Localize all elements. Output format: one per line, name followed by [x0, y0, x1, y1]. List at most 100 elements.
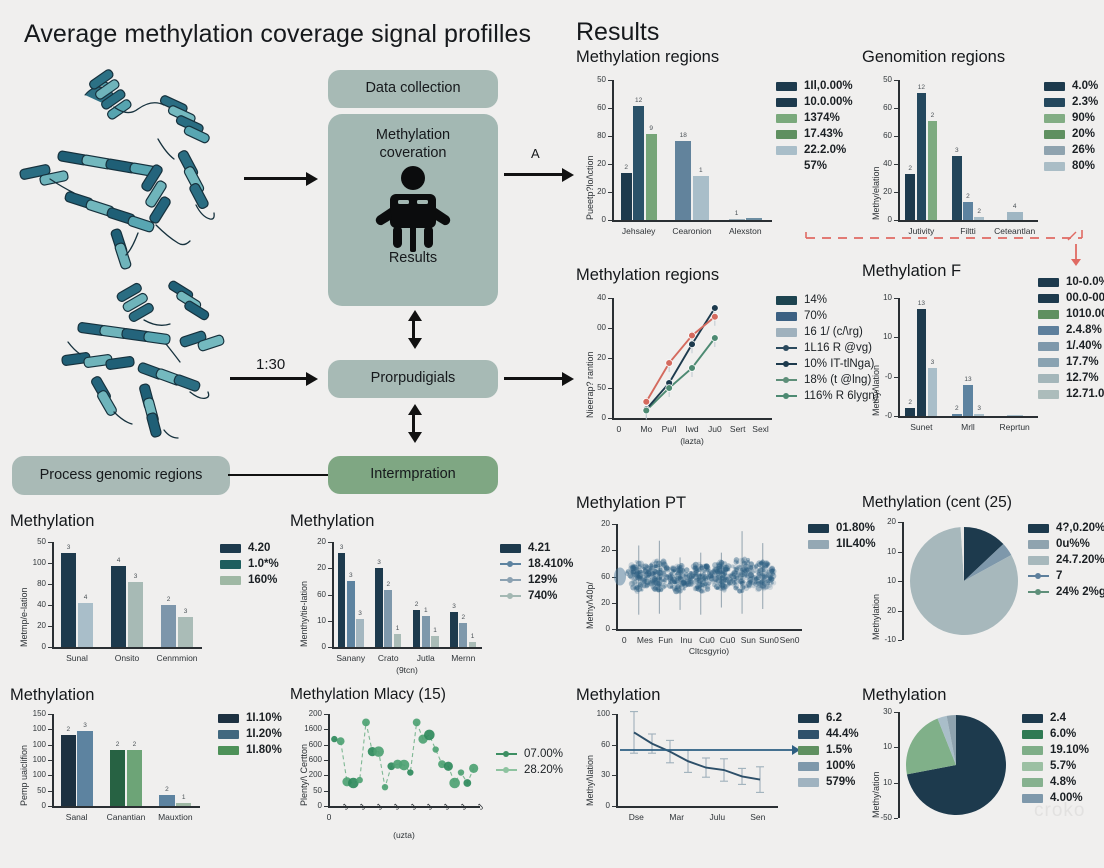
bar — [159, 794, 175, 806]
legend-item: 70% — [776, 310, 879, 322]
y-tick-label: 20 — [37, 621, 46, 630]
y-tick-mark — [612, 550, 616, 552]
legend-swatch — [218, 713, 239, 723]
legend-label: 17.43% — [804, 128, 844, 140]
page-title: Average methylation coverage signal prof… — [24, 20, 532, 48]
flow-methylation-coverage-label-2: coveration — [379, 145, 447, 162]
legend-line-wrap — [500, 558, 521, 570]
y-tick-mark — [894, 782, 898, 784]
chart-legend: 6.2 44.4% 1.5% 100% 579% — [798, 712, 859, 792]
y-tick-mark — [324, 714, 328, 715]
legend-swatch — [798, 745, 819, 755]
x-axis — [52, 647, 202, 649]
legend-item: 0u%% — [1028, 538, 1104, 550]
legend-label: 57% — [804, 160, 828, 172]
flow-data-collection[interactable]: Data collection — [328, 70, 498, 108]
x-axis-label: (9tcn) — [396, 665, 418, 675]
y-tick-label: 20 — [601, 545, 610, 555]
x-tick-label: Sunal — [66, 653, 88, 663]
y-tick-mark — [894, 416, 898, 417]
y-tick-label: -10 — [884, 635, 896, 644]
legend-swatch — [1022, 729, 1043, 739]
arrow-protein2-to-flow — [230, 377, 308, 380]
chart-methylation-decline: Methylation 100 60 30 0 Methy/\lation Dse Mar J… — [576, 686, 859, 832]
bar-value-label: 2 — [414, 600, 419, 608]
legend-label: 1374% — [804, 112, 840, 124]
flow-intermpration[interactable]: Intermpration — [328, 456, 498, 494]
bar — [1006, 212, 1023, 220]
chart-title: Methylation regions — [576, 48, 720, 66]
x-tick-label: Sunet — [910, 422, 933, 432]
y-tick-label: 60 — [883, 131, 892, 140]
y-tick-mark — [608, 80, 612, 81]
legend-item: 1010.00% — [1038, 308, 1104, 320]
legend-spacer — [776, 162, 797, 171]
y-tick-label: 600 — [308, 739, 322, 749]
y-tick-label: 20 — [317, 537, 326, 546]
bar-value-label: 3 — [377, 559, 381, 567]
legend-item: 12.71.00% — [1038, 388, 1104, 400]
y-tick-mark — [894, 220, 898, 221]
y-tick-mark — [894, 747, 898, 749]
process-genomic-regions-box[interactable]: Process genomic regions — [12, 456, 230, 495]
legend-swatch — [1028, 523, 1049, 533]
bar-value-label: 1 — [698, 166, 703, 174]
flow-methylation-coverage[interactable]: Methylation coveration Results — [328, 114, 498, 306]
bar-value-label: 1 — [734, 209, 739, 217]
y-tick-mark — [894, 192, 898, 193]
y-tick-label: 0 — [317, 801, 322, 810]
legend-marker — [783, 377, 789, 383]
y-tick-label: 60 — [601, 739, 610, 749]
y-tick-label: 40 — [37, 600, 46, 609]
x-tick-label: Ju0 — [707, 424, 722, 434]
legend-label: 10% IT-tlNga) — [804, 358, 875, 370]
y-tick-label: 30 — [601, 770, 610, 780]
y-tick-mark — [608, 108, 612, 109]
legend-item: 1.5% — [798, 744, 859, 756]
y-tick-label: 20 — [883, 187, 892, 196]
violin-clusters — [614, 531, 777, 615]
bar — [412, 609, 421, 647]
arrow-down-1 — [408, 338, 422, 349]
x-axis — [898, 416, 1038, 418]
y-tick-label: 100 — [32, 558, 46, 567]
x-tick-label: Reprtun — [999, 422, 1030, 432]
legend-label: 14% — [804, 294, 828, 306]
y-tick-label: 50 — [883, 75, 892, 84]
chart-methylation-bar-4group: Methylation 20 20 60 10 0 Menthy/tie-lation 3 3… — [290, 512, 573, 675]
legend-item: 2.4.8% — [1038, 324, 1104, 336]
x-tick-label: Alexston — [729, 226, 762, 236]
y-tick-mark — [612, 602, 616, 604]
bar — [728, 218, 745, 220]
y-tick-mark — [48, 729, 52, 731]
legend-label: 44.4% — [826, 728, 859, 740]
y-tick-mark — [48, 744, 52, 746]
arrow-a-line — [504, 173, 564, 176]
legend-label: 80% — [1072, 160, 1096, 172]
x-tick-label: Sanany — [336, 653, 366, 663]
chart-methylation-bar-3group: Methylation 50 100 80 40 20 0 Metmp/e-lation 3 4… — [10, 512, 290, 672]
y-tick-mark — [324, 744, 328, 746]
x-axis — [898, 220, 1038, 222]
y-tick-label: 150 — [32, 709, 46, 718]
y-tick-mark — [898, 581, 902, 582]
y-tick-label: -50 — [880, 813, 892, 822]
legend-marker — [507, 561, 513, 567]
legend-swatch — [798, 729, 819, 739]
legend-item: 19.10% — [1022, 744, 1089, 756]
y-tick-label: 10 — [883, 742, 892, 752]
y-tick-label: 20 — [601, 519, 610, 528]
flow-prorpudigials[interactable]: Prorpudigials — [328, 360, 498, 398]
legend-swatch — [1038, 277, 1059, 287]
flow-results-box-label: Results — [388, 250, 438, 267]
legend-swatch — [776, 311, 797, 321]
y-tick-mark — [612, 714, 616, 715]
flow-data-collection-label: Data collection — [365, 80, 461, 97]
y-axis — [898, 712, 900, 818]
y-tick-label: 10 — [883, 293, 892, 302]
legend-swatch — [1038, 309, 1059, 319]
legend-item: 90% — [1044, 112, 1098, 124]
x-tick-label: Pu/I — [661, 424, 677, 434]
flow-intermpration-label: Intermpration — [370, 466, 456, 483]
x-tick-label: Iwd — [685, 424, 699, 434]
